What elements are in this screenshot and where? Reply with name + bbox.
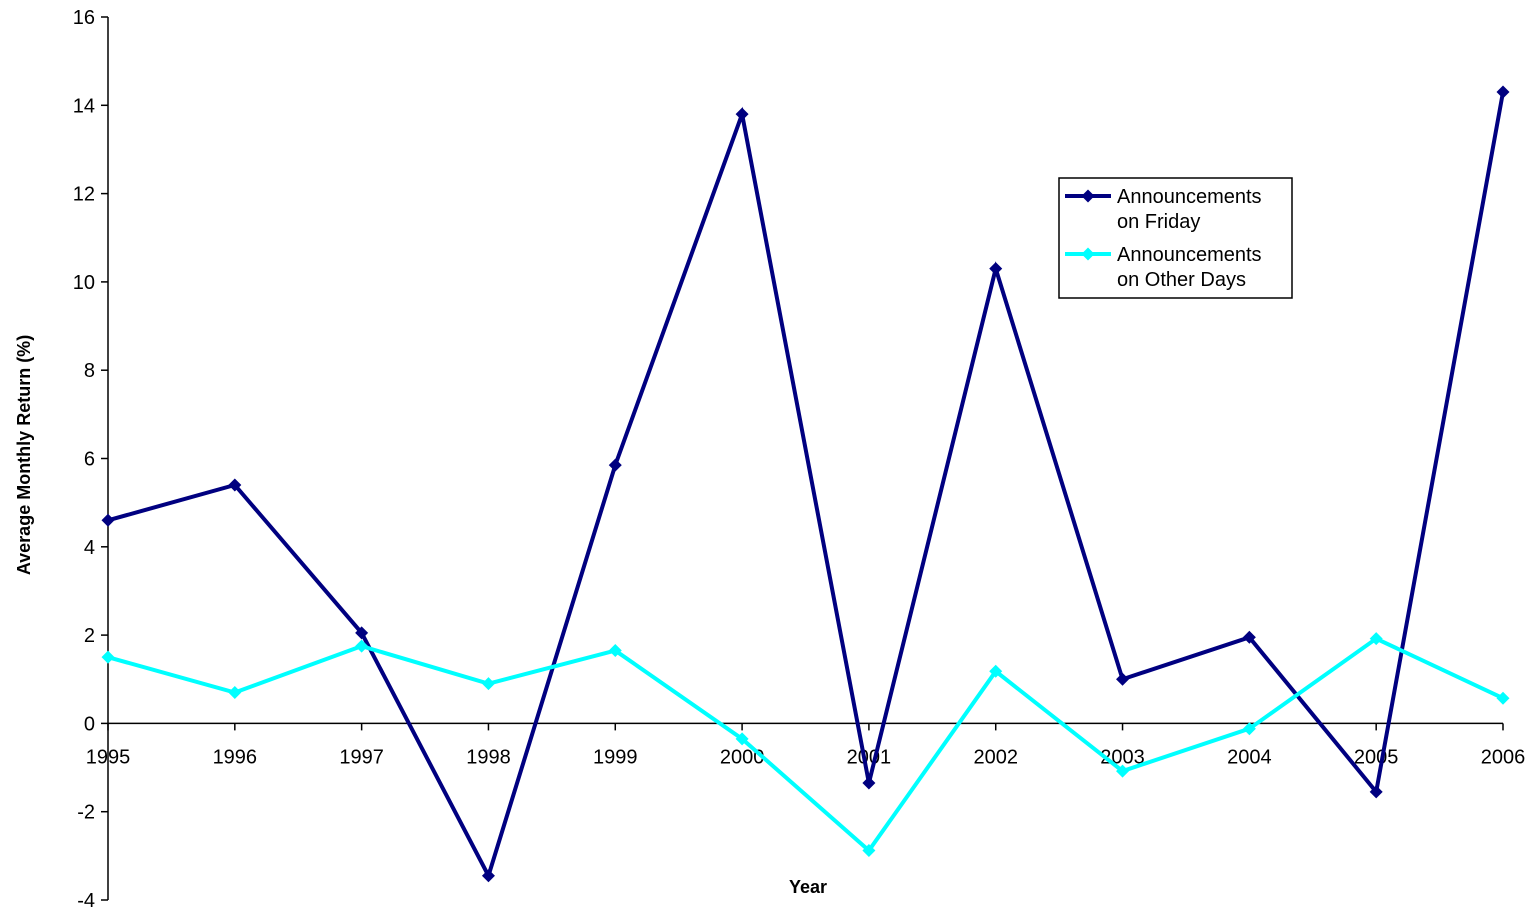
data-point-marker [1496,85,1510,99]
x-axis-title: Year [789,877,827,897]
data-point-marker [1116,764,1130,778]
y-tick-label: 0 [84,713,95,735]
data-point-marker [735,107,749,121]
y-tick-label: 10 [73,272,95,294]
data-point-marker [989,262,1003,276]
legend-label: Announcements [1117,186,1262,208]
data-point-marker [355,639,369,653]
legend-item: Announcements on Friday [1065,186,1262,233]
data-point-marker [228,478,242,492]
legend-item: Announcements on Other Days [1065,244,1262,291]
series-friday [101,85,1510,883]
y-tick-label: -4 [77,890,95,910]
y-axis-title: Average Monthly Return (%) [14,335,34,575]
series-line [107,91,1505,881]
data-point-marker [862,776,876,790]
y-tick-label: 14 [73,95,95,117]
x-tick-label: 1998 [466,746,511,768]
data-point-marker [101,650,115,664]
y-tick-label: 6 [84,449,95,471]
y-tick-label: -2 [77,802,95,824]
x-tick-label: 2006 [1481,746,1526,768]
data-point-marker [481,677,495,691]
data-point-marker [608,644,622,658]
x-tick-label: 2000 [720,746,765,768]
legend-label: on Other Days [1117,269,1246,291]
data-point-marker [1369,632,1383,646]
data-point-marker [101,513,115,527]
legend: Announcements on Friday Announcements on Ot… [1058,177,1293,299]
data-point-marker [862,844,876,858]
x-tick-label: 1999 [593,746,638,768]
data-point-marker [228,685,242,699]
y-tick-label: 8 [84,360,95,382]
data-point-marker [1116,672,1130,686]
x-tick-label: 1995 [86,746,131,768]
x-tick-label: 2005 [1354,746,1399,768]
data-point-marker [355,626,369,640]
x-tick-label: 1996 [213,746,258,768]
legend-swatch-marker [1081,189,1095,203]
data-point-marker [735,732,749,746]
axes: -4 -2 0 2 4 6 8 10 12 14 16 1995 1996 1997 1998 1999 200… [73,7,1526,910]
y-tick-label: 16 [73,7,95,29]
x-tick-label: 1997 [339,746,384,768]
data-point-marker [1496,691,1510,705]
x-tick-label: 2002 [973,746,1018,768]
legend-swatch-marker [1081,247,1095,261]
y-tick-label: 4 [84,537,95,559]
data-point-marker [989,664,1003,678]
y-tick-label: 12 [73,184,95,206]
legend-label: on Friday [1117,211,1200,233]
data-point-marker [481,869,495,883]
x-tick-label: 2004 [1227,746,1272,768]
data-point-marker [1369,785,1383,799]
data-point-marker [1242,630,1256,644]
x-tick-label: 2001 [847,746,892,768]
data-point-marker [1242,722,1256,736]
series-lines [101,85,1510,883]
legend-label: Announcements [1117,244,1262,266]
series-line [107,636,1504,854]
y-tick-label: 2 [84,625,95,647]
data-point-marker [608,458,622,472]
series-other-days [101,632,1510,858]
